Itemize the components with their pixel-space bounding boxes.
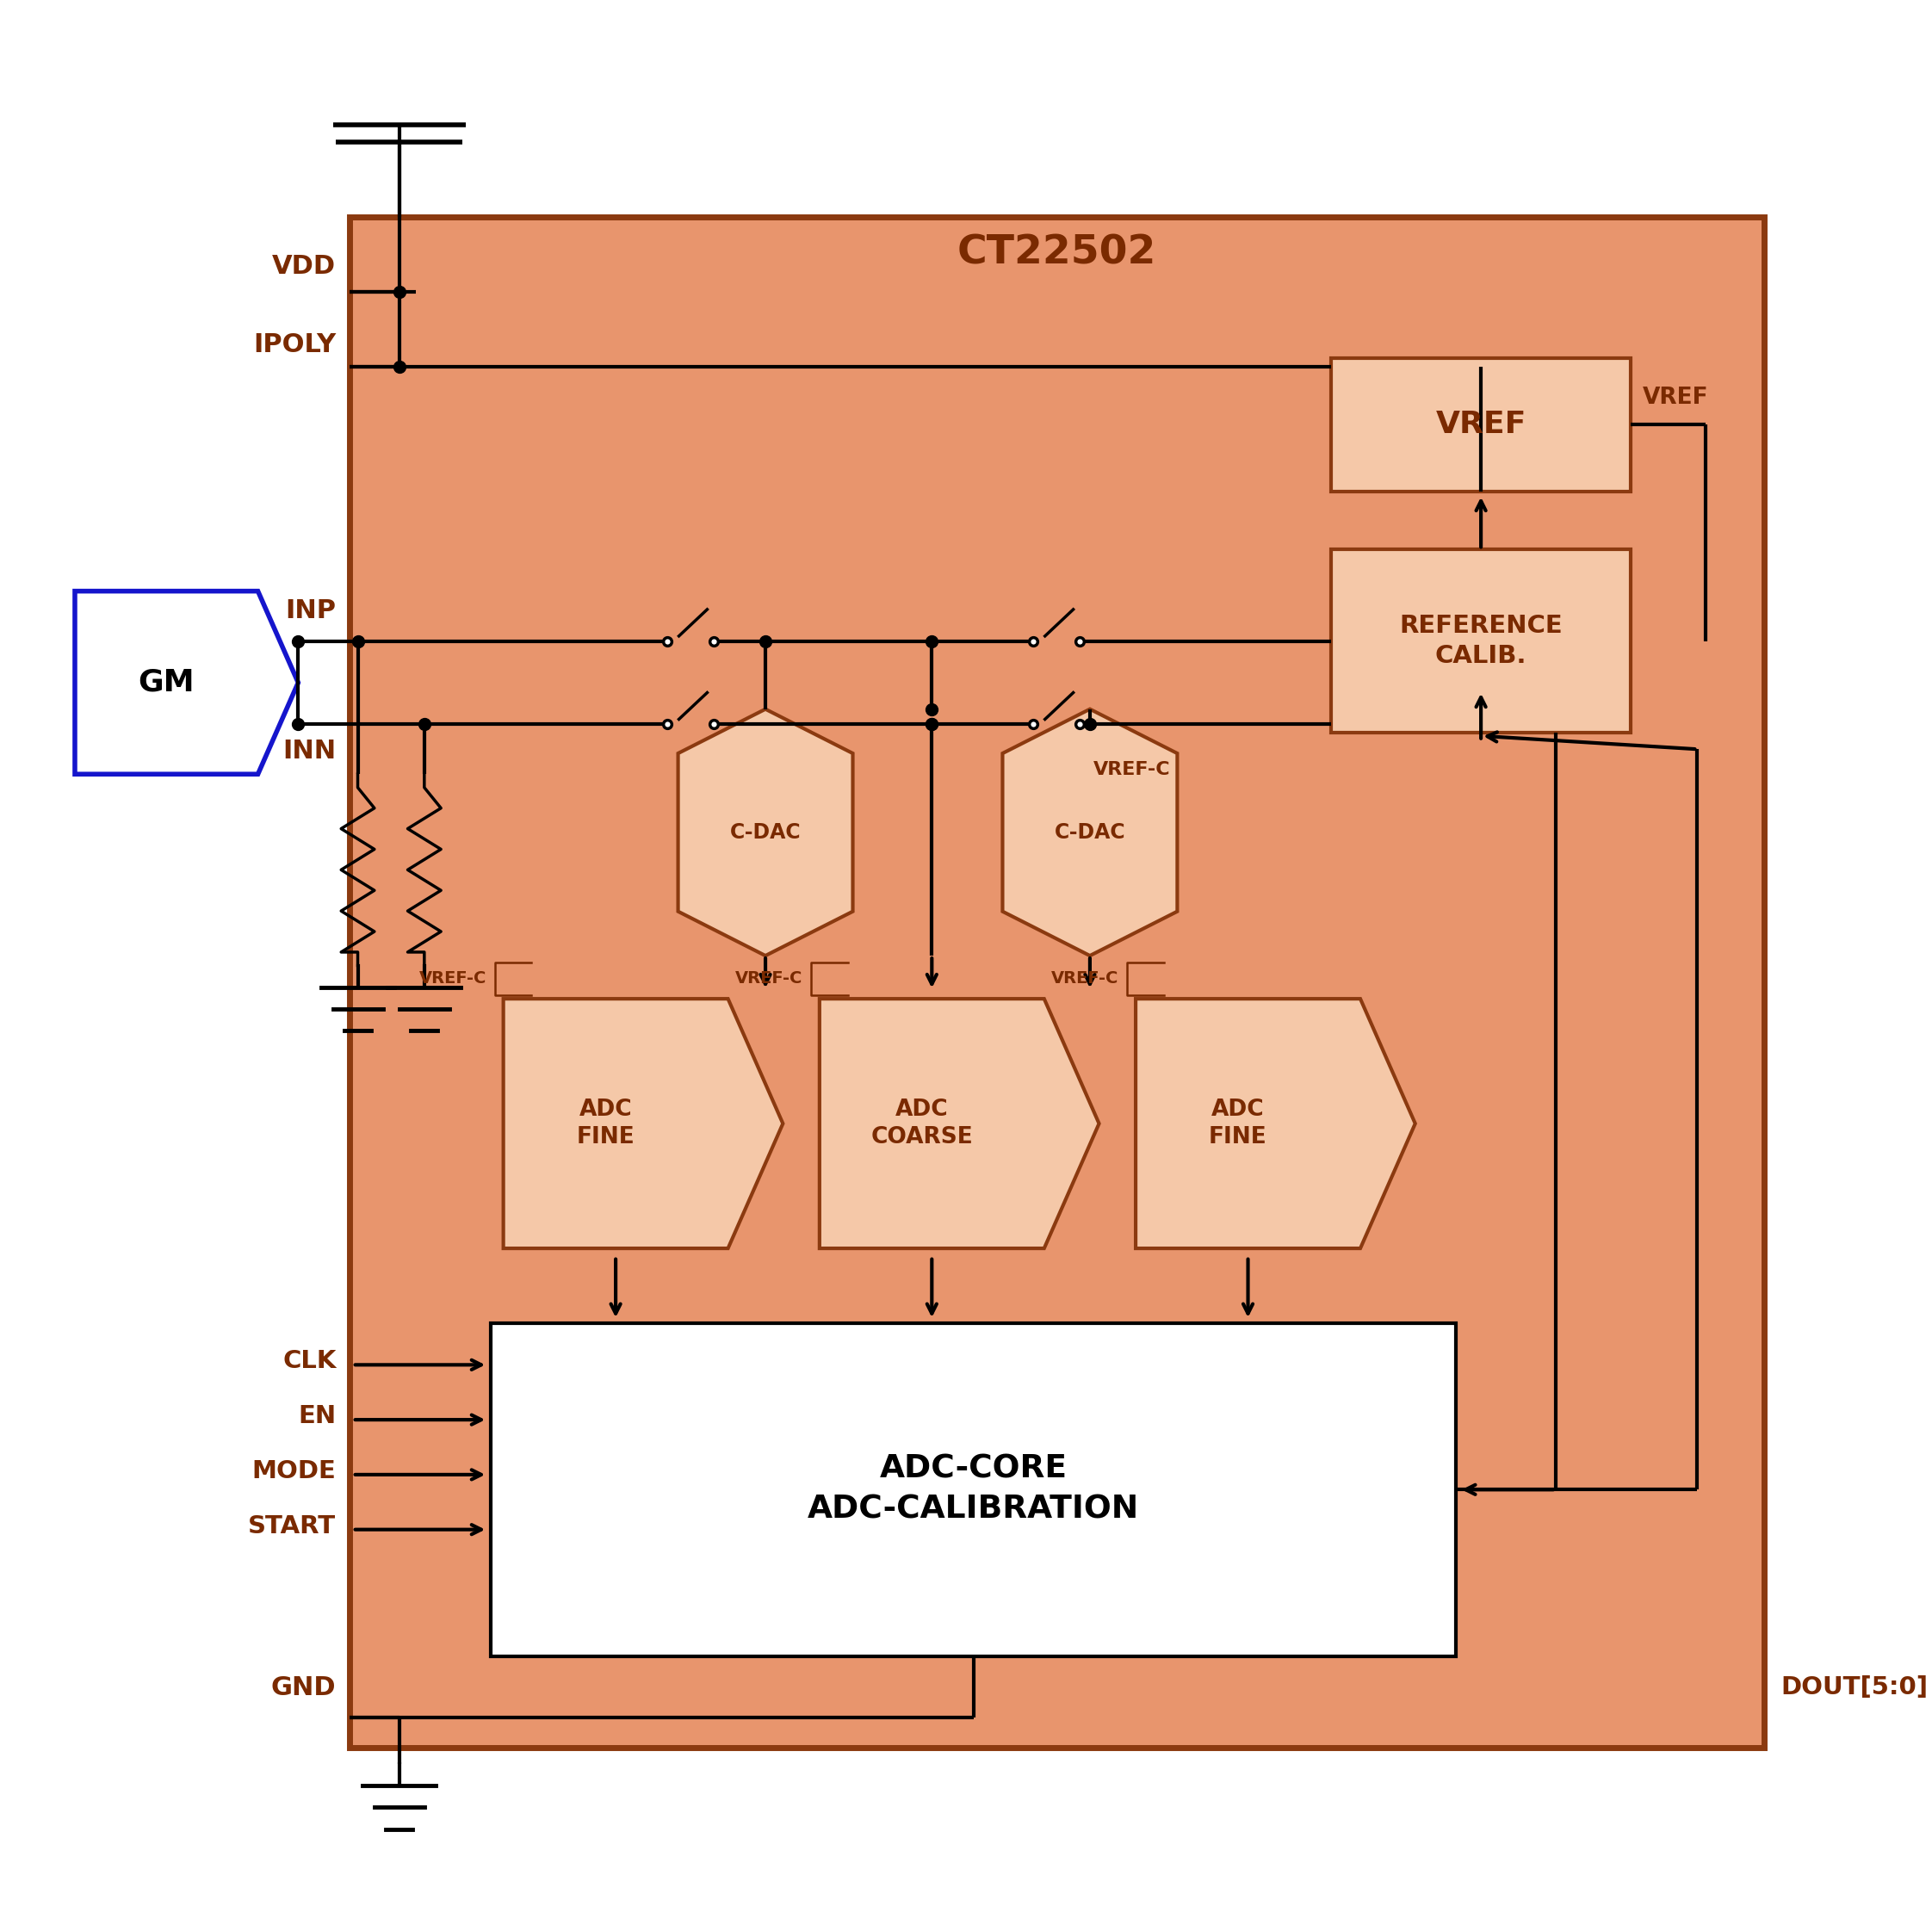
Text: ADC-CORE
ADC-CALIBRATION: ADC-CORE ADC-CALIBRATION [808,1454,1140,1525]
Text: CT22502: CT22502 [956,234,1155,272]
Text: VREF-C: VREF-C [736,971,804,987]
Text: GND: GND [270,1674,336,1699]
Text: VREF: VREF [1642,386,1708,409]
Text: VREF-C: VREF-C [419,971,487,987]
Polygon shape [819,998,1099,1247]
Text: VDD: VDD [272,255,336,280]
Text: VREF: VREF [1435,409,1526,440]
Text: VREF-C: VREF-C [1094,761,1171,778]
Text: EN: EN [298,1404,336,1429]
Text: ADC
FINE: ADC FINE [1209,1099,1267,1149]
Text: DOUT[5:0]: DOUT[5:0] [1781,1676,1928,1699]
FancyBboxPatch shape [350,216,1764,1748]
Text: REFERENCE
CALIB.: REFERENCE CALIB. [1399,614,1563,668]
Text: ADC
FINE: ADC FINE [576,1099,636,1149]
FancyBboxPatch shape [491,1323,1457,1657]
Text: INP: INP [286,599,336,624]
Polygon shape [1136,998,1416,1247]
Polygon shape [1003,709,1177,956]
Text: CLK: CLK [282,1350,336,1373]
FancyBboxPatch shape [1331,357,1631,490]
Text: VREF-C: VREF-C [1051,971,1119,987]
Text: C-DAC: C-DAC [1055,823,1126,842]
Polygon shape [678,709,852,956]
Text: IPOLY: IPOLY [253,332,336,357]
Polygon shape [75,591,298,774]
Text: INN: INN [282,738,336,763]
FancyBboxPatch shape [1331,550,1631,732]
Polygon shape [504,998,782,1247]
Text: START: START [247,1514,336,1539]
Text: MODE: MODE [251,1460,336,1483]
Text: GM: GM [139,668,195,697]
Text: C-DAC: C-DAC [730,823,802,842]
Text: ADC
COARSE: ADC COARSE [871,1099,974,1149]
